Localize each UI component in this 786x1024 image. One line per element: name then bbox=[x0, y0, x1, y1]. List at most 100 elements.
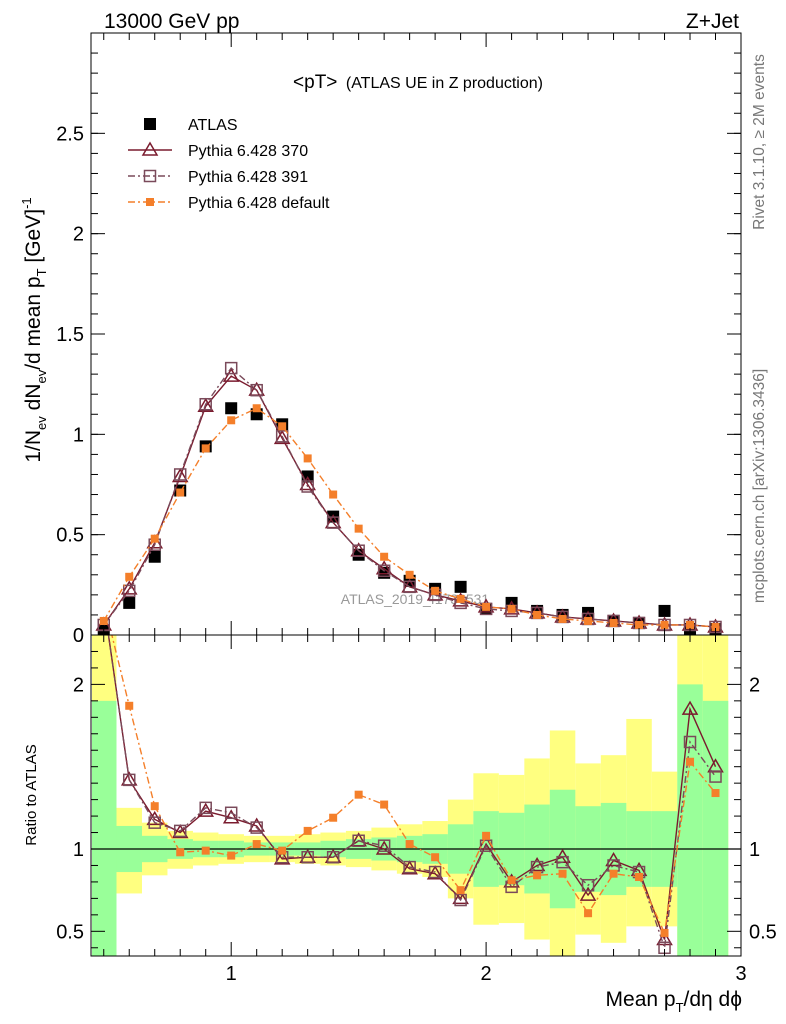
y-tick-label: 1.5 bbox=[56, 324, 84, 346]
watermark: ATLAS_2019_I1736531 bbox=[341, 591, 490, 607]
header-left: 13000 GeV pp bbox=[104, 10, 239, 33]
data-point bbox=[683, 735, 697, 749]
data-point bbox=[454, 893, 467, 907]
data-point bbox=[482, 602, 491, 611]
data-point bbox=[686, 620, 695, 629]
data-point bbox=[403, 860, 416, 874]
y-tick-label-right: 1 bbox=[749, 839, 760, 861]
data-point bbox=[326, 516, 340, 529]
data-point bbox=[452, 889, 469, 905]
legend-marker bbox=[144, 118, 156, 130]
y-tick-label: 1 bbox=[73, 839, 84, 861]
uncertainty-band-green bbox=[702, 700, 729, 956]
data-point bbox=[558, 869, 567, 878]
mcplots-label: mcplots.cern.ch [arXiv:1306.3436] bbox=[751, 369, 768, 603]
legend-label: Pythia 6.428 391 bbox=[188, 169, 308, 186]
data-point bbox=[148, 550, 161, 563]
data-point bbox=[125, 701, 134, 710]
data-point bbox=[428, 865, 442, 879]
series-line bbox=[103, 375, 716, 628]
data-point bbox=[352, 548, 365, 561]
data-point bbox=[171, 467, 189, 483]
data-point bbox=[609, 618, 618, 627]
data-point bbox=[482, 831, 491, 840]
y-tick-label: 2 bbox=[73, 674, 84, 696]
data-point bbox=[146, 810, 164, 826]
legend-marker bbox=[143, 169, 157, 183]
data-point bbox=[301, 480, 314, 493]
data-point bbox=[197, 397, 215, 412]
series-line bbox=[107, 635, 717, 948]
data-point bbox=[275, 430, 289, 443]
data-point bbox=[176, 848, 185, 857]
data-point bbox=[301, 850, 314, 864]
data-point bbox=[120, 580, 138, 595]
legend: ATLAS Pythia 6.428 370 Pythia 6.428 391 Pyt… bbox=[128, 117, 330, 212]
data-point bbox=[456, 594, 465, 603]
uncertainty-band-green bbox=[92, 700, 117, 956]
data-point bbox=[252, 404, 261, 413]
rivet-label: Rivet 3.1.10, ≥ 2M events bbox=[751, 54, 768, 230]
plot-title: <pT> (ATLAS UE in Z production) bbox=[293, 72, 543, 93]
data-point bbox=[579, 886, 597, 901]
data-point bbox=[711, 789, 720, 798]
data-point bbox=[150, 802, 159, 811]
data-point bbox=[176, 488, 185, 497]
ratio-series-group bbox=[107, 635, 724, 955]
data-point bbox=[581, 878, 595, 892]
data-point bbox=[278, 422, 287, 431]
data-point bbox=[660, 620, 669, 629]
data-point bbox=[199, 801, 212, 815]
y-tick-label: 1 bbox=[73, 424, 84, 446]
y-tick-label: 0.5 bbox=[56, 921, 84, 943]
data-point bbox=[329, 813, 338, 822]
data-point bbox=[278, 846, 287, 855]
data-point bbox=[635, 872, 644, 881]
data-point bbox=[148, 816, 161, 829]
data-point bbox=[709, 770, 722, 783]
data-point bbox=[227, 851, 236, 860]
data-point bbox=[273, 850, 291, 865]
plot-title-sub: (ATLAS UE in Z production) bbox=[346, 75, 543, 92]
data-point bbox=[201, 444, 210, 453]
data-point bbox=[584, 909, 593, 918]
data-point bbox=[533, 610, 542, 619]
data-point bbox=[533, 871, 542, 880]
data-point bbox=[125, 572, 134, 581]
data-point bbox=[681, 700, 699, 715]
y-tick-label-right: 2 bbox=[749, 674, 760, 696]
data-point bbox=[431, 586, 440, 595]
data-point bbox=[352, 834, 365, 848]
data-point bbox=[377, 564, 391, 578]
data-point bbox=[456, 886, 465, 895]
x-tick-label: 1 bbox=[226, 963, 237, 985]
ratio-frame bbox=[90, 634, 742, 957]
data-point bbox=[403, 580, 416, 594]
data-point bbox=[405, 840, 414, 849]
ratio-ylabel: Ratio to ATLAS bbox=[23, 744, 40, 845]
data-point bbox=[224, 806, 238, 820]
data-point bbox=[635, 620, 644, 629]
data-point bbox=[660, 928, 669, 937]
data-point bbox=[303, 826, 312, 835]
header-right: Z+Jet bbox=[686, 10, 739, 33]
series-line bbox=[103, 367, 716, 628]
data-point bbox=[686, 757, 695, 766]
data-point bbox=[99, 616, 108, 625]
legend-label: Pythia 6.428 default bbox=[188, 195, 330, 212]
ratio-plot-panel: 0.5 0.5 1 1 2 2 1 2 3 Ratio to ATLAS Mean pT/dη … bbox=[23, 634, 777, 1015]
data-point bbox=[380, 800, 389, 809]
plot-title-main: <pT> bbox=[293, 72, 337, 93]
data-point bbox=[273, 429, 291, 445]
data-point bbox=[431, 853, 440, 862]
data-point bbox=[250, 821, 263, 834]
data-point bbox=[329, 490, 338, 499]
data-point bbox=[123, 596, 136, 609]
data-point bbox=[426, 865, 444, 880]
data-point bbox=[122, 584, 136, 598]
data-point bbox=[377, 839, 391, 852]
data-point bbox=[250, 383, 263, 397]
data-point bbox=[199, 397, 212, 411]
data-point bbox=[558, 614, 567, 623]
